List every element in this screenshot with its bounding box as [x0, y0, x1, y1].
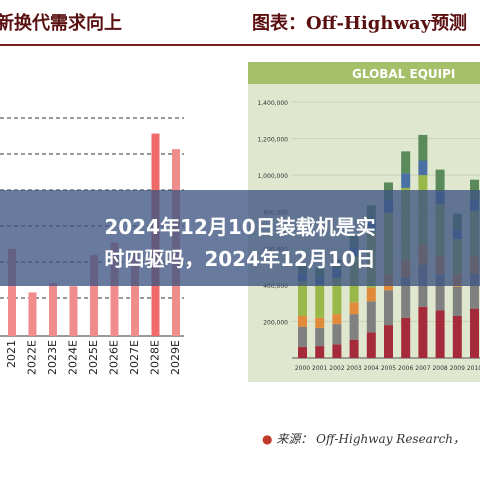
stacked-bar-segment: [401, 151, 411, 174]
stacked-bar-segment: [315, 284, 325, 318]
y-tick-label: 1,400,000: [257, 100, 288, 107]
x-tick-label: 2022E: [26, 340, 39, 375]
source-prefix: 来源：: [276, 432, 313, 446]
bar: [110, 242, 119, 336]
stacked-bar-segment: [470, 273, 479, 309]
bar: [28, 292, 37, 336]
overlay-title-line-2: 时四驱吗，2024年12月10日: [104, 247, 376, 271]
source-line: ● 来源： Off-Highway Research，: [262, 430, 465, 447]
x-tick-label: 2000: [295, 365, 310, 372]
stacked-bar-segment: [384, 325, 393, 358]
stacked-bar-segment: [298, 326, 307, 348]
stacked-bar-segment: [401, 277, 411, 318]
x-tick-label: 2021: [5, 340, 18, 368]
x-tick-label: 2006: [398, 365, 413, 372]
stacked-bar-segment: [366, 287, 376, 302]
stacked-bar-segment: [315, 346, 325, 358]
overlay-title-banner: 2024年12月10日装载机是实 时四驱吗，2024年12月10日: [0, 190, 480, 286]
x-tick-label: 2008: [432, 365, 447, 372]
bar: [69, 286, 78, 336]
x-tick-label: 2028E: [149, 340, 162, 375]
stacked-bar-segment: [435, 310, 445, 358]
x-tick-label: 2025E: [87, 340, 100, 375]
y-tick-label: 1,000,000: [257, 173, 288, 180]
x-tick-label: 2010: [467, 365, 480, 372]
bar: [49, 283, 57, 336]
stacked-bar-segment: [315, 327, 325, 347]
chart-title-bar: [248, 62, 480, 84]
source-bullet-icon: ●: [262, 432, 273, 446]
stacked-bar-segment: [435, 169, 445, 192]
stacked-bar-segment: [366, 301, 376, 333]
stacked-bar-segment: [298, 347, 307, 358]
stacked-bar-segment: [315, 317, 325, 328]
x-tick-label: 2005: [381, 365, 396, 372]
y-tick-label: 200,000: [263, 319, 288, 326]
x-tick-label: 2023E: [46, 340, 59, 375]
y-tick-label: 1,200,000: [257, 137, 288, 144]
stacked-bar-segment: [298, 315, 307, 327]
stacked-bar-segment: [401, 317, 411, 358]
left-panel-title: 新换代需求向上: [0, 13, 122, 34]
stacked-bar-segment: [332, 277, 342, 315]
stacked-bar-segment: [349, 339, 359, 358]
bar: [90, 255, 98, 336]
stacked-bar-segment: [470, 179, 479, 200]
stacked-bar-segment: [332, 344, 342, 358]
source-text: Off-Highway Research，: [316, 432, 466, 446]
x-tick-label: 2009: [450, 365, 465, 372]
right-panel-title: 图表：Off-Highway预测: [252, 13, 468, 34]
x-tick-label: 2001: [312, 365, 327, 372]
stacked-bar-segment: [452, 286, 462, 316]
left-panel-header: 新换代需求向上: [0, 0, 236, 46]
stacked-bar-segment: [366, 332, 376, 358]
x-tick-label: 2027E: [128, 340, 141, 375]
x-tick-label: 2029E: [169, 340, 182, 375]
x-tick-label: 2002: [329, 365, 344, 372]
stacked-bar-segment: [418, 134, 428, 161]
stacked-bar-segment: [470, 308, 479, 358]
bar: [8, 248, 16, 336]
y-tick-label: 400,000: [263, 283, 288, 290]
chart-title: GLOBAL EQUIPI: [352, 67, 455, 81]
stacked-bar-segment: [332, 324, 342, 345]
stacked-bar-segment: [435, 273, 445, 311]
stacked-bar-segment: [384, 290, 393, 326]
stacked-bar-segment: [349, 314, 359, 340]
x-tick-label: 2007: [415, 365, 430, 372]
stacked-bar-segment: [418, 306, 428, 358]
x-tick-label: 2026E: [108, 340, 121, 375]
x-tick-label: 2024E: [67, 340, 80, 375]
stacked-bar-segment: [452, 315, 462, 358]
stacked-bar-segment: [418, 160, 428, 176]
overlay-title-line-1: 2024年12月10日装载机是实: [104, 215, 376, 239]
x-tick-label: 2003: [346, 365, 361, 372]
x-tick-label: 2004: [364, 365, 379, 372]
stacked-bar-segment: [298, 281, 307, 316]
right-panel-header: 图表：Off-Highway预测: [236, 0, 480, 46]
stacked-bar-segment: [332, 314, 342, 325]
stacked-bar-segment: [401, 173, 411, 188]
stacked-bar-segment: [349, 302, 359, 315]
bar: [131, 251, 139, 336]
